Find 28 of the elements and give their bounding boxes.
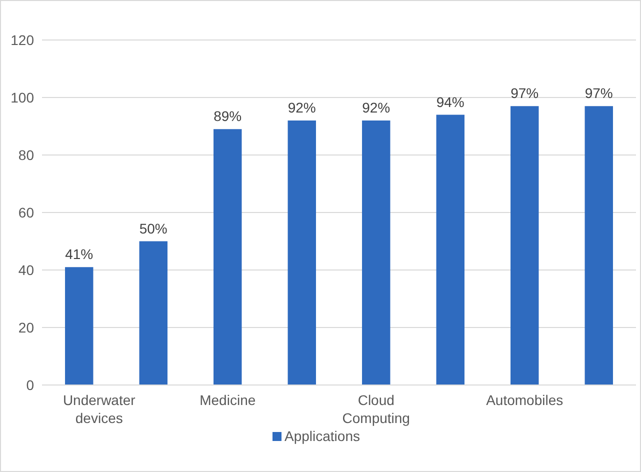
bar: [214, 129, 242, 385]
legend-label: Applications: [284, 428, 360, 444]
y-tick-label: 80: [18, 146, 34, 163]
data-label: 92%: [362, 100, 390, 116]
data-label: 50%: [139, 220, 168, 236]
data-label: 89%: [214, 108, 242, 124]
x-tick-label: Cloud Computing: [342, 392, 410, 426]
y-tick-label: 20: [18, 319, 34, 336]
y-tick-label: 100: [10, 89, 34, 106]
x-tick-label: Medicine: [200, 392, 256, 408]
bar: [584, 106, 613, 385]
y-tick-label: 120: [10, 32, 34, 48]
y-tick-label: 60: [18, 204, 34, 220]
data-label: 41%: [65, 246, 94, 262]
bar: [362, 120, 390, 385]
bar: [65, 267, 94, 385]
y-tick-label: 40: [18, 262, 34, 278]
data-label: 92%: [288, 100, 316, 116]
data-label: 97%: [510, 85, 539, 102]
y-tick-label: 0: [26, 376, 34, 393]
x-tick-label: Underwater devices: [62, 392, 136, 426]
bar: [139, 241, 168, 385]
bar: [288, 120, 316, 385]
data-label: 97%: [584, 85, 613, 102]
bar: [510, 106, 539, 385]
bar: [436, 114, 464, 385]
x-tick-label: Automobiles: [486, 392, 564, 408]
data-label: 94%: [436, 94, 464, 110]
